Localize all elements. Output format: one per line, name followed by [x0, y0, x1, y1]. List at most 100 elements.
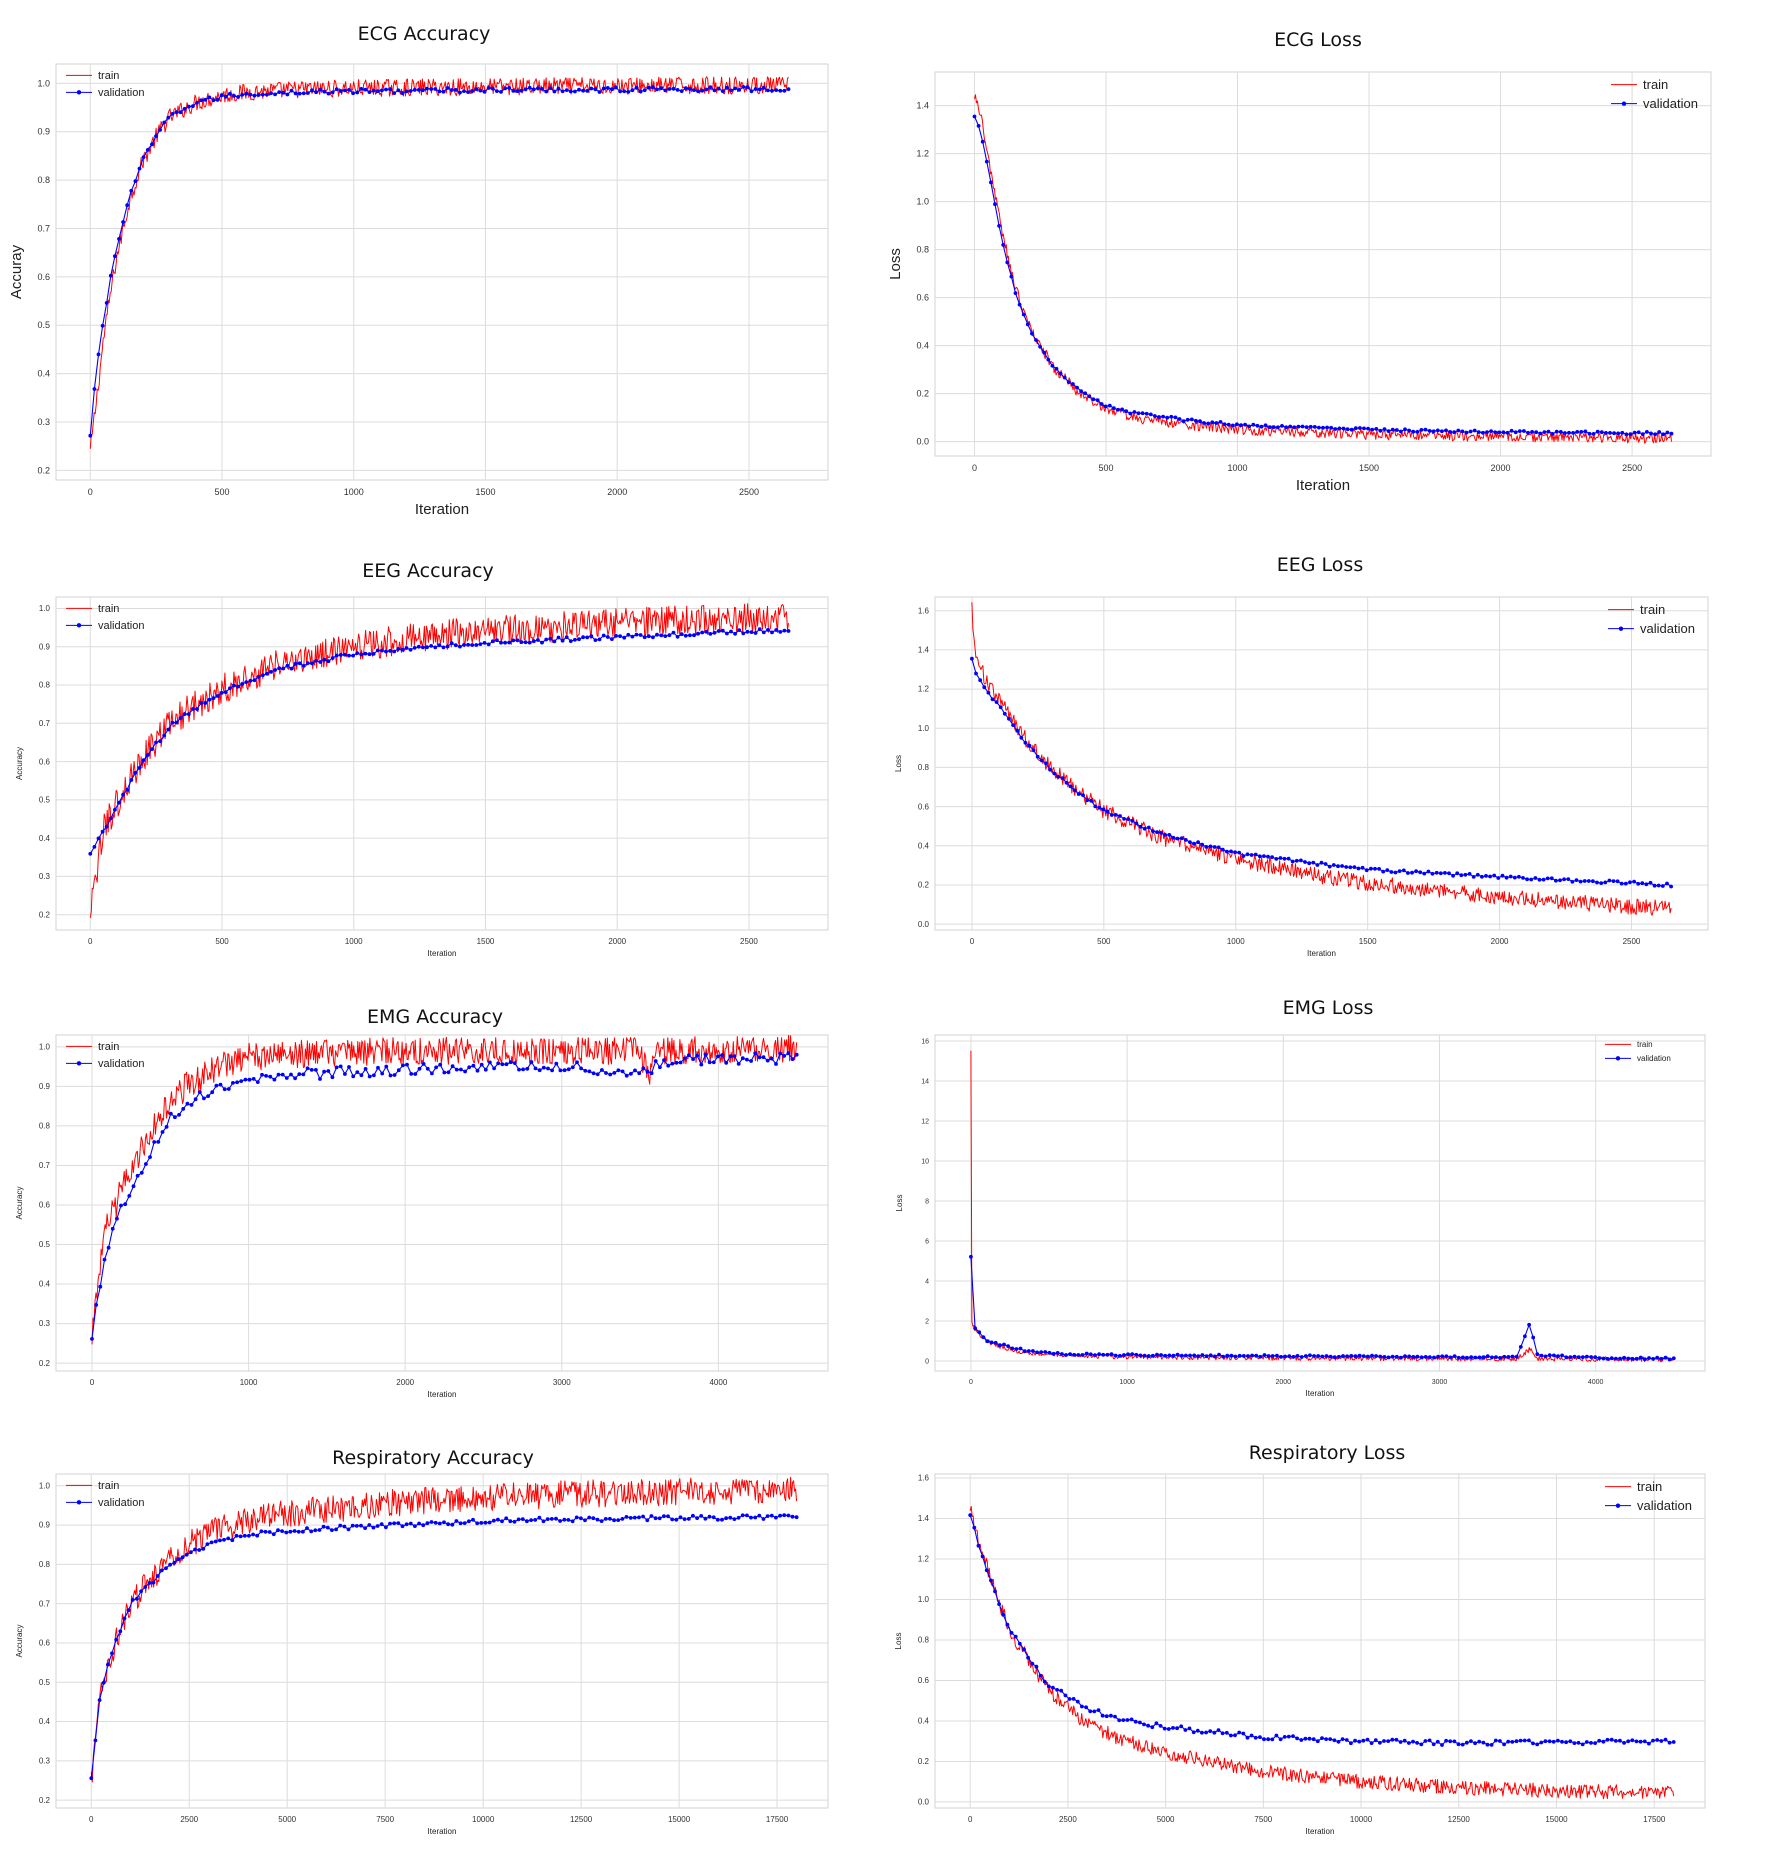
eeg-accuracy-validation-point	[655, 632, 659, 637]
emg-accuracy-validation-point	[637, 1071, 642, 1076]
ecg-loss-validation-point	[1091, 397, 1096, 402]
emg-loss-validation-point	[1022, 1349, 1027, 1354]
emg-accuracy-validation-point	[707, 1060, 712, 1065]
respiratory-accuracy-validation-point	[197, 1548, 202, 1552]
ecg-loss-legend-label-validation: validation	[1643, 96, 1698, 111]
emg-loss-validation-point	[1295, 1354, 1300, 1358]
emg-accuracy-validation-point	[512, 1061, 517, 1065]
ecg-accuracy-x-tick-label: 1500	[475, 487, 495, 497]
emg-accuracy-validation-point	[699, 1062, 704, 1067]
emg-accuracy-validation-point	[769, 1056, 774, 1061]
eeg-accuracy-validation-point	[441, 645, 446, 650]
ecg-accuracy-validation-point	[256, 93, 261, 97]
ecg-loss-validation-point	[1157, 415, 1161, 419]
emg-accuracy-validation-point	[608, 1072, 613, 1077]
respiratory-accuracy-validation-point	[645, 1518, 650, 1523]
respiratory-loss-validation-point	[1096, 1708, 1101, 1712]
eeg-accuracy-validation-point	[215, 694, 220, 698]
ecg-loss-series-validation	[972, 114, 1674, 437]
respiratory-loss-validation-point	[1605, 1737, 1610, 1742]
respiratory-accuracy-validation-point	[251, 1532, 256, 1537]
respiratory-accuracy-validation-point	[525, 1519, 529, 1524]
eeg-loss-validation-point	[1085, 798, 1089, 803]
ecg-loss-validation-point	[1349, 427, 1354, 432]
ecg-loss-validation-point	[1567, 430, 1571, 435]
emg-accuracy-validation-point	[732, 1054, 737, 1058]
eeg-loss-validation-point	[1262, 854, 1266, 858]
respiratory-loss-x-tick-label: 7500	[1254, 1815, 1272, 1824]
emg-loss-y-tick-label: 2	[925, 1318, 929, 1325]
eeg-loss-validation-point	[1196, 840, 1200, 845]
emg-accuracy-validation-point	[94, 1303, 99, 1307]
ecg-accuracy-validation-point	[720, 89, 725, 93]
eeg-accuracy-validation-point	[359, 652, 364, 657]
respiratory-accuracy-validation-point	[774, 1515, 778, 1520]
emg-accuracy-y-tick-label: 0.4	[39, 1280, 51, 1289]
ecg-loss-validation-point	[1140, 411, 1145, 416]
emg-loss-validation-point	[1208, 1353, 1213, 1358]
ecg-loss-validation-point	[1173, 415, 1178, 420]
ecg-accuracy-validation-point	[232, 94, 236, 98]
eeg-loss-validation-point	[1274, 857, 1279, 861]
respiratory-accuracy-validation-point	[749, 1515, 753, 1520]
ecg-loss-y-tick-label: 0.2	[916, 389, 929, 399]
emg-loss-validation-point	[1345, 1354, 1349, 1359]
respiratory-loss-validation-point	[976, 1543, 981, 1548]
respiratory-loss-y-tick-label: 0.0	[918, 1798, 930, 1807]
emg-accuracy-validation-point	[210, 1090, 215, 1095]
eeg-loss-y-axis-label: Loss	[894, 755, 903, 772]
ecg-accuracy-validation-point	[150, 142, 154, 147]
respiratory-accuracy-validation-point	[562, 1517, 567, 1522]
ecg-accuracy-validation-point	[166, 115, 171, 120]
emg-loss-validation-point	[981, 1335, 986, 1340]
emg-loss-validation-point	[1328, 1354, 1333, 1359]
eeg-accuracy-validation-point	[113, 807, 117, 812]
eeg-accuracy-validation-point	[252, 678, 257, 683]
ecg-accuracy-validation-point	[113, 254, 117, 259]
eeg-loss-validation-point	[970, 656, 974, 661]
eeg-accuracy-validation-point	[634, 632, 639, 637]
eeg-loss-y-tick-label: 0.8	[918, 763, 930, 772]
emg-loss-validation-point	[1241, 1354, 1246, 1358]
respiratory-loss-validation-point	[1274, 1733, 1279, 1738]
eeg-accuracy-legend-label-validation: validation	[98, 620, 144, 632]
eeg-loss-validation-point	[1488, 874, 1492, 879]
eeg-accuracy-validation-point	[737, 628, 742, 632]
emg-loss-validation-point	[1523, 1334, 1527, 1339]
respiratory-loss-validation-point	[1030, 1661, 1035, 1666]
respiratory-loss-validation-point	[1080, 1704, 1084, 1709]
respiratory-loss-validation-point	[1104, 1714, 1109, 1719]
emg-loss-validation-point	[1407, 1354, 1412, 1359]
ecg-accuracy-validation-point	[523, 87, 528, 92]
emg-loss-validation-point	[1353, 1354, 1358, 1359]
ecg-accuracy-validation-point	[778, 88, 783, 93]
emg-accuracy-validation-point	[284, 1076, 289, 1080]
emg-loss-validation-point	[1064, 1353, 1068, 1357]
ecg-accuracy-y-tick-label: 0.7	[37, 223, 50, 233]
eeg-accuracy-validation-point	[125, 787, 130, 792]
ecg-accuracy-validation-point	[223, 94, 228, 99]
eeg-accuracy-validation-point	[458, 644, 462, 649]
ecg-accuracy-validation-point	[729, 88, 733, 93]
ecg-accuracy-validation-point	[786, 87, 791, 91]
emg-loss-validation-point	[1155, 1352, 1159, 1357]
ecg-accuracy-validation-point	[433, 87, 438, 91]
emg-loss-validation-point	[1473, 1355, 1478, 1360]
eeg-accuracy-validation-point	[248, 678, 253, 683]
respiratory-loss-validation-point	[1142, 1722, 1146, 1727]
ecg-accuracy-validation-point	[195, 100, 199, 105]
respiratory-loss-validation-point	[1435, 1739, 1440, 1744]
respiratory-loss-validation-point	[1336, 1739, 1341, 1744]
ecg-loss-validation-point	[1476, 430, 1481, 434]
eeg-loss-title: EEG Loss	[1277, 554, 1363, 576]
ecg-loss-validation-point	[1460, 429, 1465, 434]
respiratory-accuracy-validation-point	[180, 1555, 185, 1560]
respiratory-loss-y-tick-label: 1.0	[918, 1595, 930, 1604]
emg-accuracy-validation-point	[413, 1072, 418, 1076]
ecg-accuracy-validation-point	[782, 88, 787, 93]
ecg-loss-validation-point	[1620, 430, 1625, 435]
emg-accuracy-validation-point	[260, 1072, 264, 1077]
eeg-accuracy-validation-point	[203, 701, 208, 705]
ecg-loss-validation-point	[1538, 431, 1543, 436]
eeg-accuracy-validation-point	[363, 651, 368, 656]
